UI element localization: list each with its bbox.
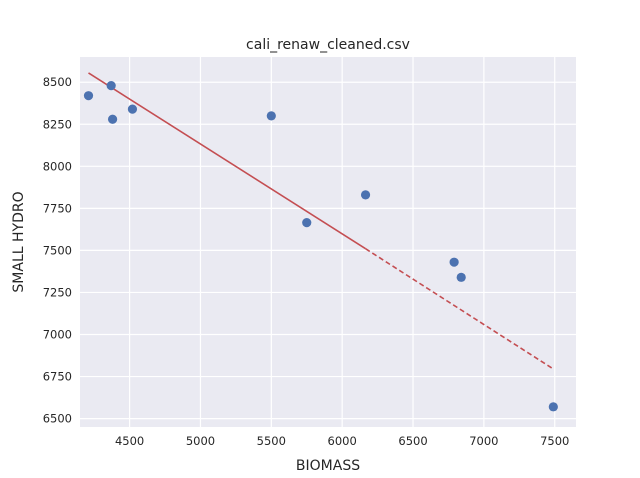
y-tick-label: 8000 — [43, 159, 72, 173]
chart-title: cali_renaw_cleaned.csv — [246, 37, 410, 53]
y-tick-label: 6750 — [43, 370, 72, 384]
data-point — [302, 218, 312, 228]
x-tick-label: 6500 — [398, 434, 427, 448]
y-tick-label: 7750 — [43, 201, 72, 215]
data-point — [456, 272, 466, 282]
x-tick-label: 7500 — [540, 434, 569, 448]
data-point — [548, 402, 558, 412]
trend-line-solid — [88, 72, 366, 250]
data-points — [83, 80, 558, 412]
y-tick-label: 7500 — [43, 243, 72, 257]
data-point — [106, 80, 116, 91]
x-tick-label: 4500 — [115, 434, 144, 448]
data-point — [83, 91, 94, 101]
grid-lines — [80, 57, 576, 427]
data-point — [360, 190, 371, 200]
y-tick-labels: 6500 6750 7000 7250 7500 7750 8000 8250 8500 — [43, 75, 72, 425]
x-tick-label: 7000 — [469, 434, 498, 448]
x-tick-label: 6000 — [328, 434, 357, 448]
x-tick-label: 5500 — [257, 434, 286, 448]
data-point — [449, 257, 459, 267]
x-axis-label: BIOMASS — [296, 458, 360, 474]
x-tick-labels: 4500 5000 5500 6000 6500 7000 7500 — [115, 434, 569, 448]
y-axis-label: SMALL HYDRO — [11, 191, 27, 292]
plot-background — [80, 57, 576, 427]
y-tick-label: 8500 — [43, 75, 72, 89]
data-point — [107, 114, 118, 124]
y-tick-label: 8250 — [43, 117, 72, 131]
data-point — [266, 111, 276, 121]
y-tick-label: 7000 — [43, 328, 72, 342]
y-tick-label: 7250 — [43, 285, 72, 299]
y-tick-label: 6500 — [43, 412, 72, 426]
trend-line-dashed — [365, 248, 554, 370]
data-point — [127, 104, 138, 114]
x-tick-label: 5000 — [186, 434, 215, 448]
trend-lines — [88, 72, 554, 370]
